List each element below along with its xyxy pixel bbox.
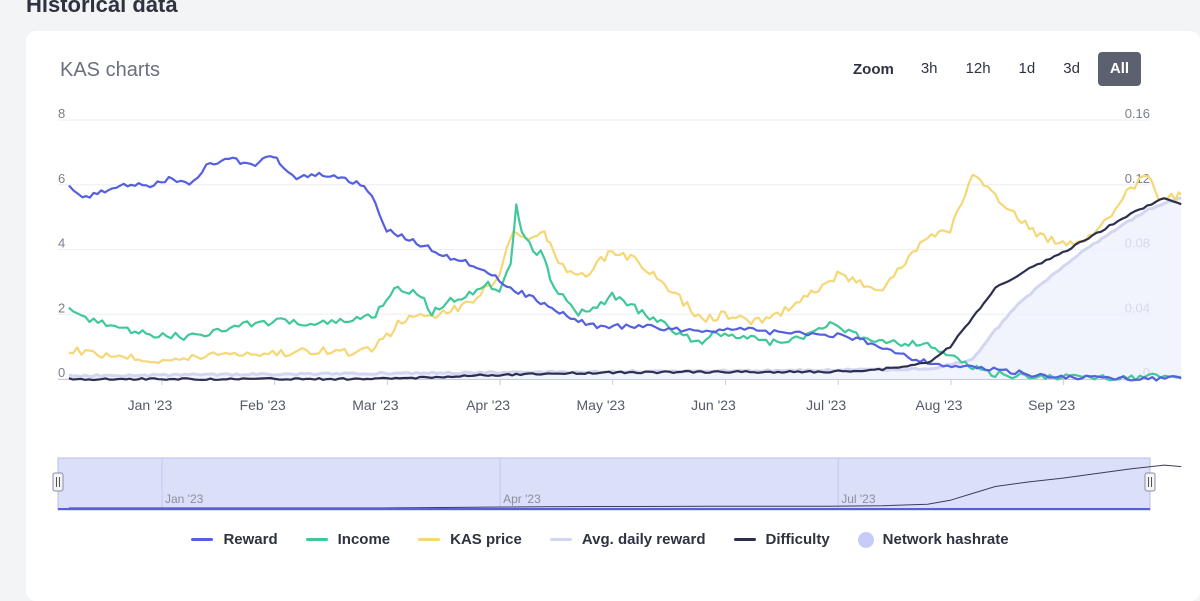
legend-item-avg-daily-reward[interactable]: Avg. daily reward — [549, 531, 706, 548]
legend-swatch — [305, 538, 328, 541]
legend-label: Network hashrate — [882, 531, 1009, 548]
x-axis-tick-label: Jun '23 — [691, 397, 736, 413]
legend-label: Income — [337, 531, 391, 548]
left-axis-tick-label: 0 — [58, 365, 65, 380]
x-axis-tick-label: Sep '23 — [1028, 397, 1075, 413]
legend-label: Difficulty — [765, 531, 830, 548]
legend-swatch — [191, 538, 214, 541]
legend-swatch — [857, 531, 874, 548]
series-line-difficulty[interactable] — [68, 197, 1182, 382]
navigator-selection[interactable] — [57, 457, 1151, 511]
legend-swatch — [549, 538, 572, 541]
zoom-button-1d[interactable]: 1d — [1018, 60, 1036, 77]
navigator-series — [68, 464, 1182, 509]
legend-label: Avg. daily reward — [581, 531, 706, 548]
x-axis-tick-label: Feb '23 — [240, 397, 286, 413]
legend-label: Reward — [223, 531, 278, 548]
legend-item-network-hashrate[interactable]: Network hashrate — [857, 531, 1009, 548]
zoom-label: Zoom — [853, 60, 894, 78]
network-hashrate-area — [68, 197, 1182, 379]
legend-item-kas-price[interactable]: KAS price — [418, 531, 522, 548]
legend-item-difficulty[interactable]: Difficulty — [733, 531, 830, 548]
zoom-button-all[interactable]: All — [1097, 52, 1142, 86]
left-axis-tick-label: 8 — [58, 106, 65, 121]
x-axis-tick-label: Jul '23 — [806, 397, 846, 413]
left-axis-tick-label: 6 — [58, 171, 65, 186]
zoom-button-3d[interactable]: 3d — [1063, 60, 1080, 77]
navigator-handle-right[interactable] — [1144, 472, 1156, 492]
x-axis-tick-label: Aug '23 — [915, 397, 962, 413]
x-axis-tick-label: Mar '23 — [352, 397, 398, 413]
right-axis-tick-label: 0.16 — [1125, 106, 1150, 121]
chart-title: KAS charts — [60, 59, 161, 81]
navigator-tick-label: Apr '23 — [503, 492, 541, 506]
navigator-tick-label: Jan '23 — [165, 492, 204, 506]
legend-label: KAS price — [450, 531, 522, 548]
chart-legend: Reward Income KAS price Avg. daily reward Di… — [0, 531, 1200, 548]
navigator-tick-label: Jul '23 — [841, 492, 876, 506]
zoom-control: Zoom 3h 12h 1d 3d All — [838, 52, 1145, 86]
section-title: Historical data — [26, 0, 178, 17]
navigator-handle-left[interactable] — [52, 472, 64, 492]
x-axis-tick-label: Apr '23 — [466, 397, 510, 413]
zoom-button-12h[interactable]: 12h — [965, 60, 991, 77]
left-axis-tick-label: 2 — [58, 300, 65, 315]
left-axis-tick-label: 4 — [58, 236, 65, 251]
x-axis-tick-label: May '23 — [577, 397, 626, 413]
right-axis-tick-label: 0.12 — [1125, 171, 1150, 186]
x-axis-tick-label: Jan '23 — [128, 397, 173, 413]
legend-swatch — [418, 538, 441, 541]
zoom-button-3h[interactable]: 3h — [920, 60, 938, 77]
series-line-reward[interactable] — [68, 155, 1182, 382]
legend-swatch — [733, 538, 756, 541]
legend-item-income[interactable]: Income — [305, 531, 391, 548]
legend-item-reward[interactable]: Reward — [191, 531, 278, 548]
series-line-kas-price[interactable] — [68, 173, 1182, 364]
